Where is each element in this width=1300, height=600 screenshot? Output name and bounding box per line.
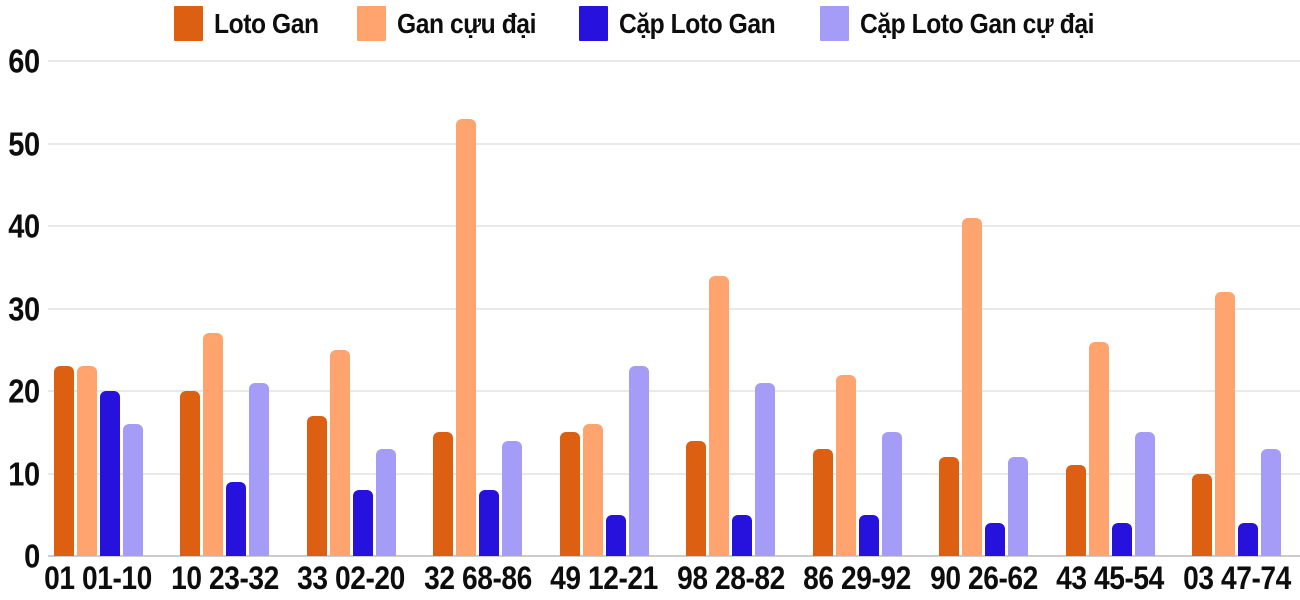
bar[interactable] [329,349,350,556]
legend-label: Cặp Loto Gan [618,7,776,39]
bar[interactable] [433,432,454,556]
bar[interactable] [306,415,327,556]
gridline [48,225,1300,227]
x-axis-category-label: 49 12-21 [550,560,659,596]
y-axis-tick-value: 40 [8,207,41,245]
y-axis-tick-label: 30 [0,290,41,327]
gridline [48,142,1300,145]
legend-swatch [578,6,608,41]
bar[interactable] [709,275,730,556]
bar[interactable] [226,481,247,556]
x-axis-category-label: 90 26-62 [929,560,1038,596]
y-axis-tick-label: 40 [0,207,41,245]
y-axis-tick-label: 10 [0,455,41,492]
bar[interactable] [53,366,74,556]
bar[interactable] [122,424,143,556]
bar[interactable] [375,448,396,556]
y-axis-tick-value: 20 [8,372,41,410]
y-axis-tick-value: 10 [8,455,41,492]
bar[interactable] [180,391,201,556]
bar[interactable] [502,440,523,556]
x-axis-category-label: 86 29-92 [803,560,912,596]
bar[interactable] [755,382,776,556]
bar[interactable] [1008,457,1029,556]
bar[interactable] [249,382,270,556]
bar[interactable] [559,432,580,556]
y-axis-tick-value: 60 [8,42,41,80]
legend-label: Cặp Loto Gan cự đại [860,7,1095,39]
x-axis-category-label: 33 02-20 [297,560,406,596]
bar[interactable] [1088,341,1109,556]
chart-legend: Loto Gan Gan cựu đại Cặp Loto Gan Cặp Loto … [0,6,1300,41]
y-axis-tick-label: 50 [0,125,41,162]
bar[interactable] [1238,523,1259,556]
gridline [48,472,1300,475]
x-axis-category-label: 10 23-32 [170,560,279,596]
gridline [48,60,1300,62]
bar[interactable] [881,432,902,556]
legend-label: Gan cựu đại [396,7,536,39]
bar[interactable] [628,366,649,556]
legend-item[interactable]: Loto Gan [173,6,333,41]
bar[interactable] [939,457,960,556]
gridline [48,307,1300,310]
legend-item[interactable]: Cặp Loto Gan cự đại [820,6,1126,41]
bar[interactable] [1065,465,1086,556]
legend-swatch [820,6,850,41]
legend-swatch [173,6,203,41]
y-axis-tick-label: 60 [0,42,41,80]
bar[interactable] [1215,292,1236,556]
bar[interactable] [76,366,97,556]
y-axis-tick-label: 0 [0,540,40,573]
x-axis-category-label: 98 28-82 [676,560,785,596]
bar[interactable] [1192,473,1213,556]
bar[interactable] [352,490,373,556]
bar[interactable] [1134,432,1155,556]
bar[interactable] [582,424,603,556]
bar[interactable] [203,333,224,556]
legend-item[interactable]: Cặp Loto Gan [578,6,797,41]
bar[interactable] [479,490,500,556]
bar[interactable] [985,523,1006,556]
legend-swatch [356,6,386,41]
y-axis-tick-value: 30 [8,290,41,327]
legend-label: Loto Gan [213,7,319,39]
bar[interactable] [1261,448,1282,556]
bar[interactable] [456,118,477,556]
y-axis-tick-value: 0 [24,537,40,575]
bar[interactable] [962,217,983,556]
bar[interactable] [1111,523,1132,556]
y-axis-tick-label: 20 [0,372,41,410]
bar[interactable] [858,514,879,556]
x-axis-category-label: 01 01-10 [44,560,153,596]
x-axis-category-label: 43 45-54 [1056,560,1165,596]
bar[interactable] [732,514,753,556]
bar[interactable] [812,448,833,556]
bar[interactable] [835,374,856,556]
y-axis-tick-value: 50 [8,125,41,162]
legend-item[interactable]: Gan cựu đại [356,6,555,41]
x-axis-baseline [48,555,1300,557]
bar[interactable] [686,440,707,556]
x-axis-category-label: 03 47-74 [1182,560,1291,596]
bar[interactable] [605,514,626,556]
x-axis-category-label: 32 68-86 [423,560,532,596]
gridline [48,390,1300,392]
bar[interactable] [99,391,120,556]
